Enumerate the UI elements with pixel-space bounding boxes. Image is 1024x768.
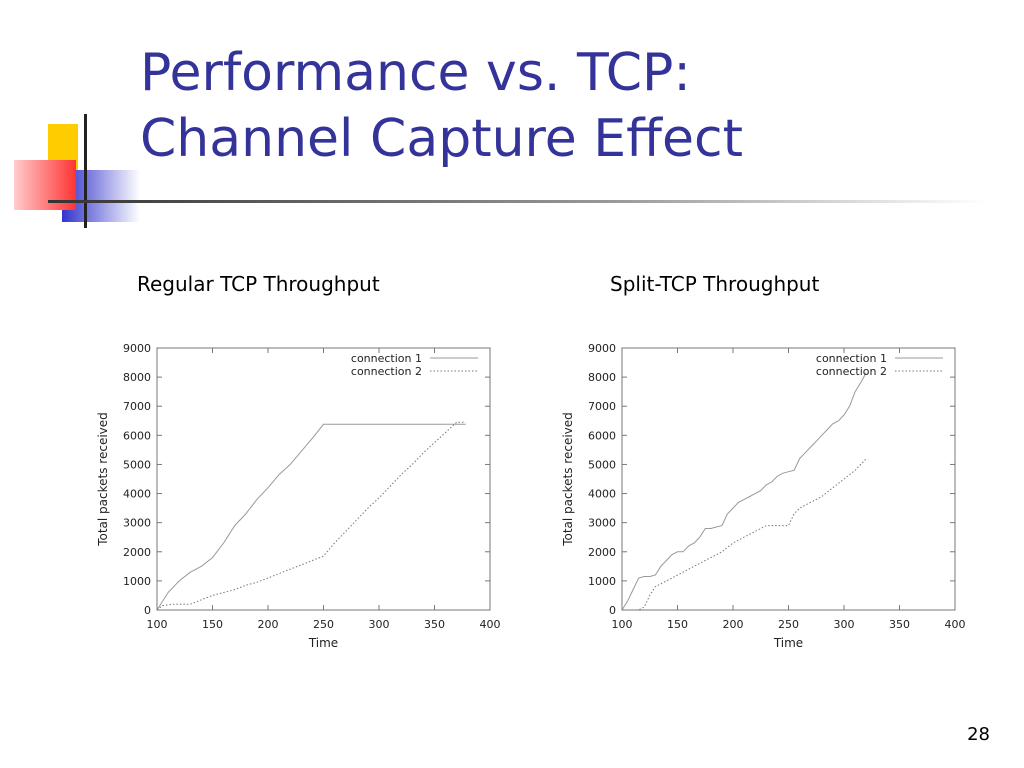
title-underline xyxy=(48,200,988,203)
y-tick-label: 2000 xyxy=(123,546,151,559)
y-tick-label: 4000 xyxy=(123,488,151,501)
y-axis-label: Total packets received xyxy=(96,412,110,547)
y-tick-label: 2000 xyxy=(588,546,616,559)
plot-frame xyxy=(156,347,491,611)
x-tick-label: 250 xyxy=(313,618,334,631)
plot-frame xyxy=(621,347,956,611)
series-line-2 xyxy=(156,421,466,611)
y-tick-label: 3000 xyxy=(588,517,616,530)
series-line-2 xyxy=(622,458,867,611)
y-tick-label: 4000 xyxy=(588,488,616,501)
y-tick-label: 1000 xyxy=(123,575,151,588)
chart-regular-tcp: 0 1000 2000 3000 4000 5000 6000 7000 8000 9000 100… xyxy=(96,342,501,650)
title-decoration xyxy=(14,114,988,228)
x-tick-label: 250 xyxy=(778,618,799,631)
y-tick-label: 0 xyxy=(144,604,151,617)
x-tick-label: 150 xyxy=(202,618,223,631)
x-tick-label: 200 xyxy=(723,618,744,631)
page-number: 28 xyxy=(967,724,990,745)
y-tick-label: 6000 xyxy=(588,429,616,442)
y-tick-label: 1000 xyxy=(588,575,616,588)
decor-vertical-line xyxy=(84,114,87,228)
legend-label: connection 1 xyxy=(816,352,887,365)
y-tick-label: 3000 xyxy=(123,517,151,530)
y-tick-label: 9000 xyxy=(588,342,616,355)
x-axis-label: Time xyxy=(308,636,338,650)
x-tick-label: 300 xyxy=(834,618,855,631)
y-tick-label: 5000 xyxy=(588,458,616,471)
y-tick-label: 7000 xyxy=(588,400,616,413)
y-tick-label: 8000 xyxy=(123,371,151,384)
y-tick-label: 5000 xyxy=(123,458,151,471)
slide-title-line-1: Performance vs. TCP: xyxy=(140,43,691,103)
caption-split-tcp: Split-TCP Throughput xyxy=(610,272,820,296)
y-tick-label: 7000 xyxy=(123,400,151,413)
x-tick-label: 100 xyxy=(147,618,168,631)
legend-label: connection 2 xyxy=(816,365,887,378)
y-tick-label: 9000 xyxy=(123,342,151,355)
x-tick-label: 200 xyxy=(258,618,279,631)
x-tick-label: 350 xyxy=(889,618,910,631)
chart-split-tcp: 0 1000 2000 3000 4000 5000 6000 7000 8000 9000 100… xyxy=(561,342,966,650)
y-axis-label: Total packets received xyxy=(561,412,575,547)
series-line-1 xyxy=(156,423,466,611)
slide-title: Performance vs. TCP: Channel Capture Eff… xyxy=(140,40,743,172)
caption-regular-tcp: Regular TCP Throughput xyxy=(137,272,380,296)
series-line-1 xyxy=(621,372,867,611)
y-tick-label: 6000 xyxy=(123,429,151,442)
x-tick-label: 350 xyxy=(424,618,445,631)
y-tick-label: 8000 xyxy=(588,371,616,384)
x-tick-label: 150 xyxy=(667,618,688,631)
legend-label: connection 2 xyxy=(351,365,422,378)
x-tick-label: 400 xyxy=(945,618,966,631)
x-axis-label: Time xyxy=(773,636,803,650)
legend-label: connection 1 xyxy=(351,352,422,365)
x-tick-label: 400 xyxy=(480,618,501,631)
x-tick-label: 100 xyxy=(612,618,633,631)
y-tick-label: 0 xyxy=(609,604,616,617)
x-tick-label: 300 xyxy=(369,618,390,631)
slide-title-line-2: Channel Capture Effect xyxy=(140,109,743,169)
